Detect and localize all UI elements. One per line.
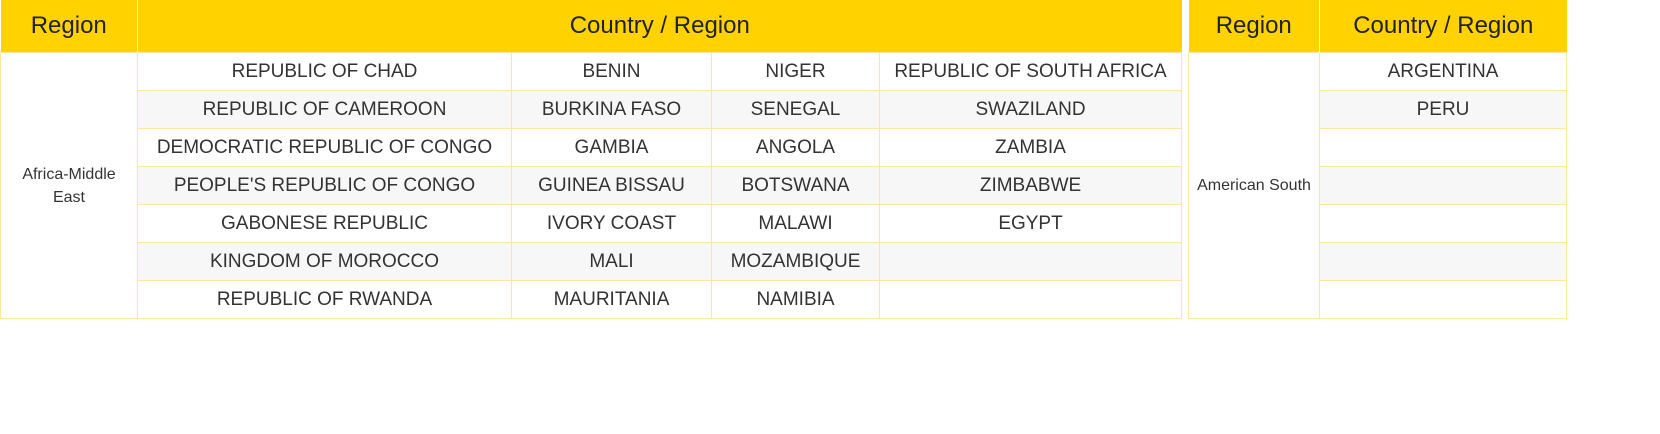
country-cell: KINGDOM OF MOROCCO (137, 242, 512, 281)
africa-middle-east-table: Region Country / Region Africa-Middle Ea… (0, 0, 1183, 319)
country-cell (1319, 128, 1567, 167)
country-cell: ZAMBIA (878, 128, 1183, 167)
country-cell (1319, 204, 1567, 243)
table-row (1189, 166, 1567, 205)
country-cell: MOZAMBIQUE (711, 242, 880, 281)
region-name-cell: Africa-Middle East (0, 52, 138, 319)
country-cell: DEMOCRATIC REPUBLIC OF CONGO (137, 128, 512, 167)
country-cell: GUINEA BISSAU (511, 166, 712, 205)
country-cell (878, 280, 1183, 319)
country-cell: REPUBLIC OF SOUTH AFRICA (878, 52, 1183, 91)
country-cell: ZIMBABWE (878, 166, 1183, 205)
country-cell: MALAWI (711, 204, 880, 243)
country-region-header: Country / Region (136, 0, 1182, 53)
country-cell: MALI (511, 242, 712, 281)
table-row: Africa-Middle East REPUBLIC OF CHAD BENI… (0, 52, 1183, 319)
table-row: REPUBLIC OF RWANDA MAURITANIA NAMIBIA (1, 280, 1183, 319)
country-cell: GAMBIA (511, 128, 712, 167)
table-row: PERU (1189, 90, 1567, 129)
country-cell: REPUBLIC OF CAMEROON (137, 90, 512, 129)
country-cell: SWAZILAND (878, 90, 1183, 129)
region-header: Region (0, 0, 138, 53)
country-cell: REPUBLIC OF RWANDA (137, 280, 512, 319)
country-cell: NAMIBIA (711, 280, 880, 319)
country-cell: GABONESE REPUBLIC (137, 204, 512, 243)
country-cell (1319, 166, 1567, 205)
table-row: DEMOCRATIC REPUBLIC OF CONGO GAMBIA ANGO… (1, 128, 1183, 167)
country-cell: SENEGAL (711, 90, 880, 129)
country-cell (878, 242, 1183, 281)
table-row: KINGDOM OF MOROCCO MALI MOZAMBIQUE (1, 242, 1183, 281)
country-cell: IVORY COAST (511, 204, 712, 243)
table-row: REPUBLIC OF CAMEROON BURKINA FASO SENEGA… (1, 90, 1183, 129)
country-cell: ARGENTINA (1319, 52, 1567, 91)
table-row: PEOPLE'S REPUBLIC OF CONGO GUINEA BISSAU… (1, 166, 1183, 205)
table-row: GABONESE REPUBLIC IVORY COAST MALAWI EGY… (1, 204, 1183, 243)
table-header-row: Region Country / Region (0, 0, 1182, 53)
country-region-header: Country / Region (1319, 0, 1567, 53)
country-cell: REPUBLIC OF CHAD (137, 52, 512, 91)
country-cell: EGYPT (878, 204, 1183, 243)
country-cell (1319, 242, 1567, 281)
country-cell: PEOPLE'S REPUBLIC OF CONGO (137, 166, 512, 205)
country-cell: BENIN (511, 52, 712, 91)
country-cell: BOTSWANA (711, 166, 880, 205)
country-cell (1319, 280, 1567, 319)
table-header-row: Region Country / Region (1188, 0, 1567, 53)
table-row (1189, 280, 1567, 319)
country-cell: ANGOLA (711, 128, 880, 167)
country-cell: NIGER (711, 52, 880, 91)
region-name-cell: American South (1188, 52, 1320, 319)
table-row: American South ARGENTINA (1188, 52, 1567, 319)
country-cell: BURKINA FASO (511, 90, 712, 129)
region-header: Region (1188, 0, 1320, 53)
country-cell: PERU (1319, 90, 1567, 129)
country-cell: MAURITANIA (511, 280, 712, 319)
american-south-table: Region Country / Region American South A… (1188, 0, 1567, 319)
